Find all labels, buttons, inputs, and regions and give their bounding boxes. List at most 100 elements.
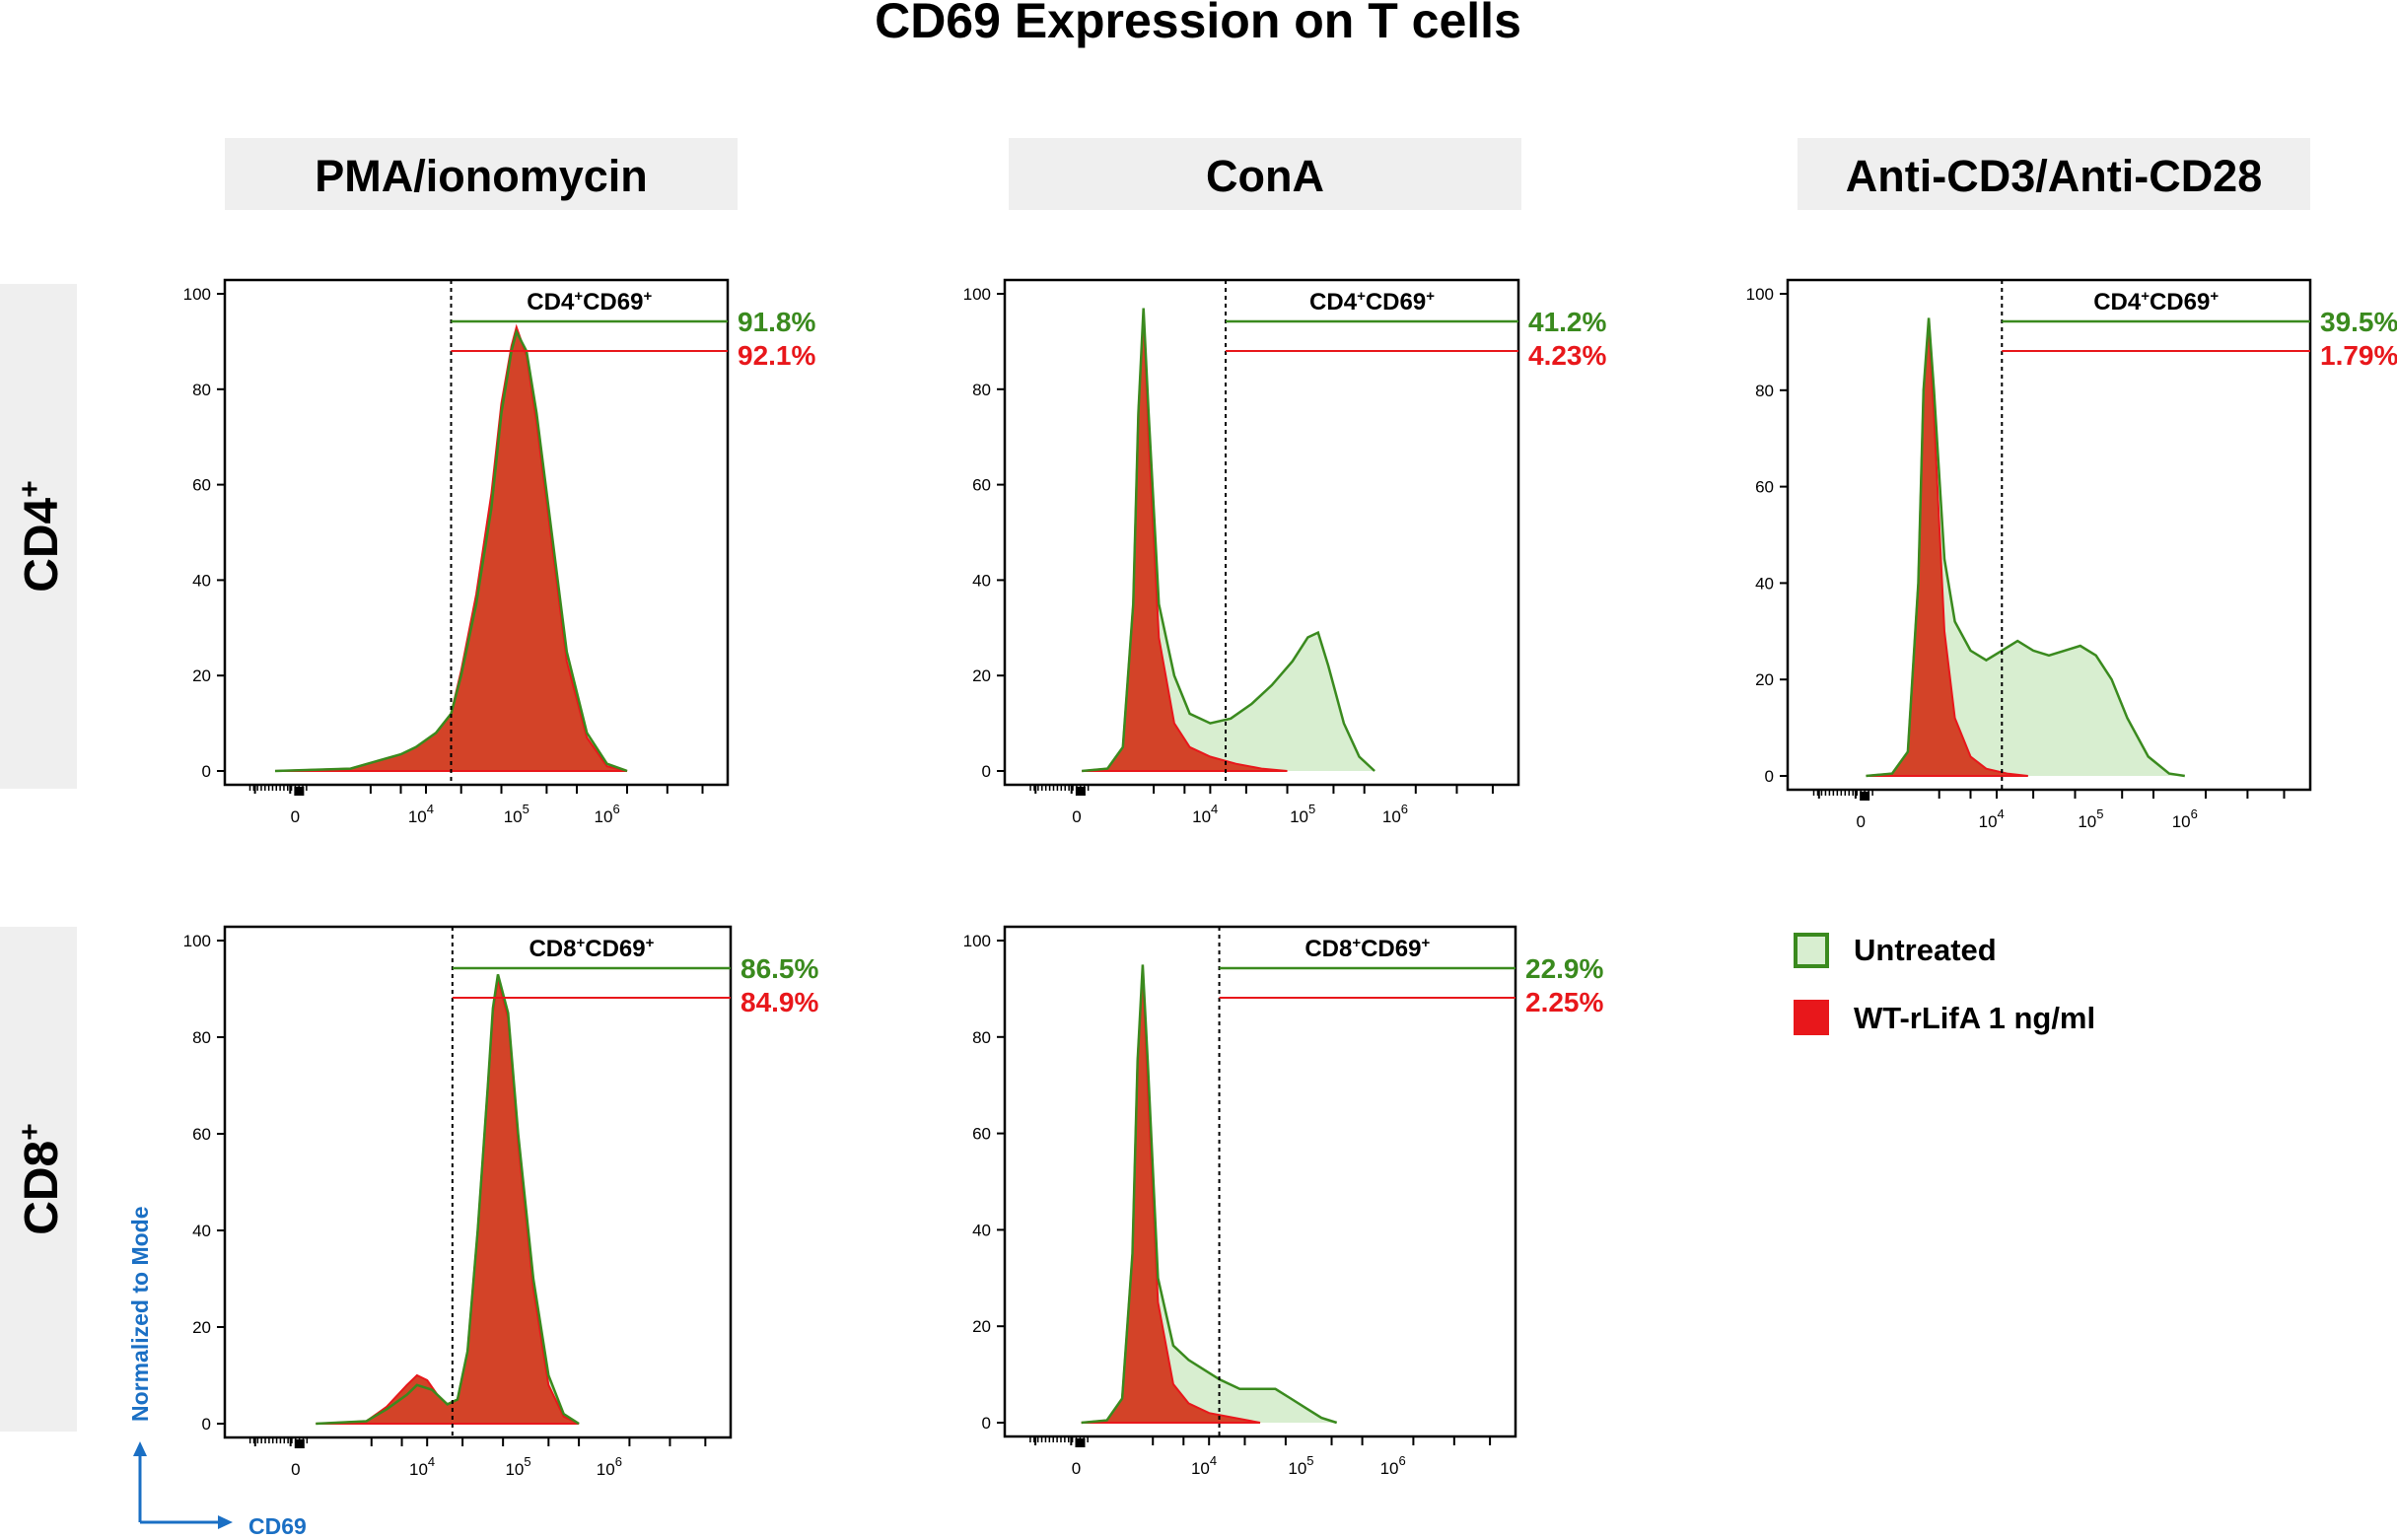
y-tick-label: 40 — [192, 1222, 211, 1240]
y-tick-label: 40 — [1755, 574, 1774, 593]
y-tick-label: 0 — [982, 1414, 991, 1433]
x-tick-label: 104 — [408, 802, 434, 826]
x-tick-label: 106 — [1380, 1453, 1406, 1478]
x-tick-label: 104 — [1192, 802, 1218, 826]
y-tick-label: 100 — [963, 285, 991, 304]
y-tick-label: 80 — [192, 1028, 211, 1047]
untreated-percentage: 22.9% — [1525, 953, 1603, 984]
condition-header-anticd3: Anti-CD3/Anti-CD28 — [1798, 138, 2310, 210]
zero-marker — [1860, 792, 1870, 801]
y-tick-label: 0 — [202, 762, 211, 781]
y-tick-label: 60 — [192, 476, 211, 495]
untreated-percentage: 86.5% — [740, 953, 818, 984]
x-tick-marks — [1812, 790, 2286, 799]
histogram-panel: CD8+CD69+ 22.9%2.25% 0 20 40 60 80 100 0 104 105 10… — [963, 925, 1603, 1478]
y-axis-arrowhead — [133, 1441, 147, 1456]
plot-frame — [1003, 925, 1517, 1438]
untreated-histogram-outline — [1081, 964, 1338, 1425]
x-tick-label: 105 — [504, 802, 529, 826]
untreated-histogram-outline — [274, 328, 628, 773]
x-tick-label: 105 — [1288, 1453, 1313, 1478]
x-tick-marks — [1029, 785, 1494, 794]
y-tick-label: 60 — [972, 476, 991, 495]
y-tick-label: 60 — [972, 1125, 991, 1144]
y-tick-label: 20 — [192, 666, 211, 685]
untreated-percentage: 91.8% — [738, 307, 815, 337]
x-tick-label: 104 — [409, 1454, 435, 1479]
y-axis-title: Normalized to Mode — [127, 1206, 153, 1422]
x-tick-label: 0 — [1072, 807, 1081, 826]
gate-label: CD4+CD69+ — [2093, 288, 2219, 315]
legend-label-untreated: Untreated — [1854, 933, 1997, 967]
untreated-percentage: 41.2% — [1528, 307, 1606, 337]
histogram-panel: CD4+CD69+ 41.2%4.23% 0 20 40 60 80 100 0 104 105 10… — [963, 278, 1606, 826]
untreated-histogram-outline — [1082, 308, 1375, 773]
row-header-cd4: CD4+ — [0, 284, 77, 789]
untreated-percentage: 39.5% — [2320, 307, 2397, 337]
zero-marker — [294, 1439, 305, 1448]
x-tick-label: 104 — [1191, 1453, 1217, 1478]
legend-label-treated: WT-rLifA 1 ng/ml — [1854, 1001, 2095, 1035]
y-tick-label: 100 — [183, 285, 211, 304]
y-tick-label: 40 — [192, 571, 211, 590]
condition-header-cona: ConA — [1009, 138, 1521, 210]
histogram-panel: CD8+CD69+ 86.5%84.9% 0 20 40 60 80 100 0 104 105 10… — [183, 925, 818, 1479]
legend-swatch-treated — [1794, 1000, 1829, 1035]
axis-orientation-key: Normalized to Mode CD69 — [127, 1206, 307, 1539]
x-tick-marks — [248, 785, 704, 794]
condition-label-pma: PMA/ionomycin — [315, 151, 648, 201]
zero-marker — [294, 787, 305, 796]
x-tick-label: 105 — [2078, 806, 2103, 831]
histogram-panel: CD4+CD69+ 91.8%92.1% 0 20 40 60 80 100 0 104 105 10… — [183, 278, 815, 826]
x-tick-label: 105 — [505, 1454, 530, 1479]
x-tick-label: 104 — [1979, 806, 2005, 831]
x-tick-label: 106 — [597, 1454, 622, 1479]
y-tick-label: 80 — [972, 381, 991, 399]
y-tick-label: 40 — [972, 1221, 991, 1239]
x-tick-marks — [1029, 1436, 1492, 1445]
y-tick-label: 0 — [1765, 767, 1774, 786]
x-tick-label: 0 — [291, 1460, 300, 1479]
y-tick-label: 20 — [192, 1318, 211, 1337]
treated-percentage: 1.79% — [2320, 340, 2397, 371]
y-tick-label: 80 — [1755, 382, 1774, 400]
y-tick-label: 100 — [1746, 285, 1774, 304]
x-tick-marks — [248, 1437, 707, 1446]
y-tick-label: 20 — [1755, 670, 1774, 689]
x-tick-label: 106 — [2172, 806, 2198, 831]
x-tick-label: 0 — [1856, 812, 1865, 831]
y-tick-label: 60 — [1755, 478, 1774, 497]
x-tick-label: 106 — [595, 802, 620, 826]
row-label-cd4: CD4+ — [14, 480, 68, 593]
y-tick-label: 80 — [972, 1028, 991, 1047]
y-tick-label: 60 — [192, 1125, 211, 1144]
y-tick-label: 0 — [982, 762, 991, 781]
x-tick-label: 106 — [1382, 802, 1408, 826]
untreated-histogram-outline — [316, 973, 580, 1426]
legend-swatch-untreated — [1794, 933, 1829, 968]
y-tick-label: 100 — [183, 932, 211, 950]
x-tick-label: 0 — [291, 807, 300, 826]
x-tick-label: 105 — [1290, 802, 1315, 826]
y-tick-label: 20 — [972, 666, 991, 685]
y-tick-label: 40 — [972, 571, 991, 590]
histogram-panels: CD4+CD69+ 91.8%92.1% 0 20 40 60 80 100 0 104 105 10… — [183, 278, 2397, 1479]
condition-label-anticd3: Anti-CD3/Anti-CD28 — [1846, 151, 2263, 201]
gate-label: CD4+CD69+ — [527, 288, 652, 315]
untreated-histogram-outline — [1866, 317, 2185, 778]
condition-header-pma: PMA/ionomycin — [225, 138, 738, 210]
treated-percentage: 84.9% — [740, 987, 818, 1017]
condition-label-cona: ConA — [1206, 151, 1324, 201]
histogram-panel: CD4+CD69+ 39.5%1.79% 0 20 40 60 80 100 0 104 105 10… — [1746, 278, 2397, 831]
zero-marker — [1075, 1438, 1086, 1447]
treated-percentage: 4.23% — [1528, 340, 1606, 371]
gate-label: CD8+CD69+ — [529, 935, 654, 962]
row-label-cd8: CD8+ — [14, 1123, 68, 1235]
zero-marker — [1075, 787, 1086, 796]
row-header-cd8: CD8+ — [0, 927, 77, 1432]
y-tick-label: 100 — [963, 932, 991, 950]
y-tick-label: 0 — [202, 1415, 211, 1434]
y-tick-label: 80 — [192, 381, 211, 399]
legend-item-untreated: Untreated — [1794, 933, 1997, 968]
